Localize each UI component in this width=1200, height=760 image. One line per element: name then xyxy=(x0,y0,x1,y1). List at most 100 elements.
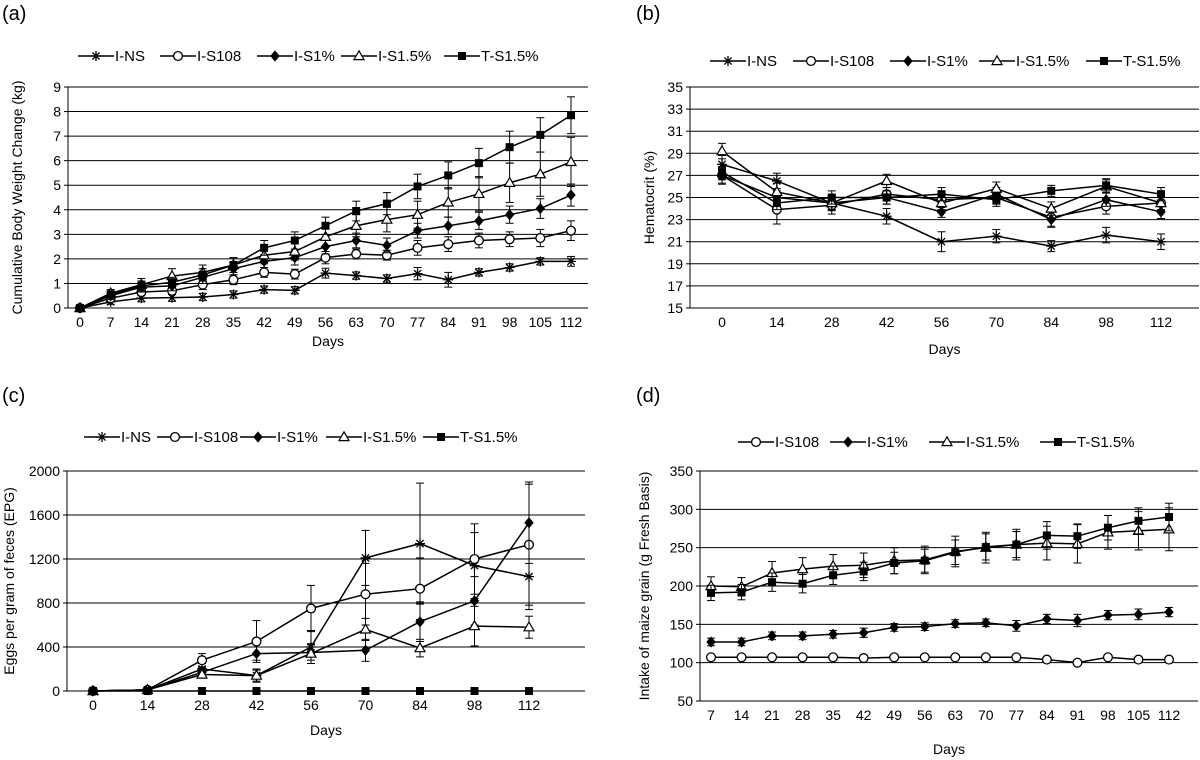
panel-b-legend-label-i-s108: I-S108 xyxy=(830,53,874,70)
panel-b-ytick-label: 17 xyxy=(667,278,683,294)
panel-a-t-s1-5-point xyxy=(382,199,391,208)
panel-a-ytick-label: 3 xyxy=(53,226,61,242)
panel-a-i-ns-point xyxy=(473,267,484,278)
panel-a-legend-marker-i-s108 xyxy=(172,50,184,62)
panel-b-xtick-label: 70 xyxy=(989,314,1005,330)
panel-c-t-s1-5-point xyxy=(252,687,261,695)
panel-b-legend-marker-i-s1-5 xyxy=(990,54,1004,66)
panel-d-legend-label-i-s108: I-S108 xyxy=(775,434,819,451)
panel-a-legend-item-i-ns: I-NS xyxy=(78,48,145,65)
panel-b-i-ns-point xyxy=(1156,236,1166,247)
panel-d-ytick-label: 250 xyxy=(670,540,694,556)
panel-b-ytick-label: 31 xyxy=(667,123,683,139)
panel-b-y-axis-title: Hematocrit (%) xyxy=(641,151,657,244)
panel-c-legend: I-NS I-S108 I-S1% I-S1.5% T-S1.5% xyxy=(84,429,518,446)
panel-b-ytick-label: 33 xyxy=(667,101,683,117)
panel-a-legend-label-t-s1-5: T-S1.5% xyxy=(481,48,539,65)
panel-d-xtick-label: 112 xyxy=(1158,707,1181,723)
panel-a-i-ns-point xyxy=(136,293,147,304)
panel-d-legend-item-i-s1: I-S1% xyxy=(830,434,908,451)
panel-c-t-s1-5-point xyxy=(470,687,479,695)
panel-b-ytick-label: 19 xyxy=(667,256,683,272)
panel-c-t-s1-5-point xyxy=(198,687,206,695)
panel-b-i-ns-point xyxy=(991,231,1002,242)
panel-a-i-s1-5-point xyxy=(350,219,363,230)
panel-a-ytick-label: 8 xyxy=(53,104,61,120)
panel-c-t-s1-5-point xyxy=(143,687,152,695)
panel-c-legend-item-i-s108: I-S108 xyxy=(157,429,238,446)
panel-c-legend-item-i-ns: I-NS xyxy=(84,429,151,446)
panel-a-i-ns-point xyxy=(320,268,331,279)
panel-c-i-s1-5-point xyxy=(413,641,427,653)
panel-b-legend-item-i-s1-5: I-S1.5% xyxy=(979,53,1069,70)
panel-c-xtick-label: 56 xyxy=(303,697,319,713)
panel-d-i-s108-point xyxy=(828,652,839,663)
panel-b-i-s1-5-point xyxy=(715,144,729,156)
panel-a-i-s1-point xyxy=(351,234,361,247)
panel-a-i-s1-5-point xyxy=(472,187,485,199)
panel-a-i-s108-point xyxy=(228,274,239,285)
panel-c-x-axis-title: Days xyxy=(310,722,342,738)
panel-d-t-s1-5-point xyxy=(890,559,899,567)
panel-d-legend-label-i-s1: I-S1% xyxy=(867,434,908,451)
panel-b-i-s1-point xyxy=(1046,213,1056,226)
panel-a-xtick-label: 77 xyxy=(410,314,426,330)
panel-c-ytick-label: 1200 xyxy=(29,551,60,567)
panel-b-i-s1-5-point xyxy=(880,174,893,186)
panel-c-series-t-s1-5 xyxy=(89,687,533,695)
panel-a-i-ns-point xyxy=(197,291,208,302)
panel-d-legend-item-i-s108: I-S108 xyxy=(738,434,819,451)
panel-b-label: (b) xyxy=(636,3,660,25)
panel-c-legend-label-i-s1: I-S1% xyxy=(277,429,318,446)
panel-a-legend-label-i-s1-5: I-S1.5% xyxy=(378,48,431,65)
panel-c-xtick-label: 0 xyxy=(89,697,97,713)
panel-d-series-i-s108 xyxy=(705,652,1175,668)
panel-c-i-s1-5-point xyxy=(304,647,318,658)
panel-b-xtick-label: 42 xyxy=(879,314,895,330)
panel-a-i-s1-point xyxy=(382,239,392,252)
panel-c-ytick-label: 2000 xyxy=(29,463,60,479)
panel-c-i-s1-point xyxy=(524,517,534,529)
panel-d-xtick-label: 35 xyxy=(825,707,841,723)
panel-c-xtick-label: 98 xyxy=(467,697,483,713)
panel-d-i-s108-point xyxy=(736,652,747,663)
panel-a-t-s1-5-point xyxy=(106,290,115,299)
panel-d-xtick-label: 70 xyxy=(978,707,994,723)
panel-d-i-s1-point xyxy=(1164,606,1174,618)
panel-c-xtick-label: 14 xyxy=(140,697,156,713)
panel-a-i-s1-point xyxy=(443,220,453,232)
panel-c-i-s1-5-point xyxy=(468,619,481,631)
panel-d-t-s1-5-point xyxy=(1103,523,1112,532)
panel-b-ytick-label: 27 xyxy=(667,167,683,183)
panel-a-i-ns-point xyxy=(167,292,178,303)
panel-a-t-s1-5-point xyxy=(474,159,483,168)
panel-b-legend-label-i-s1: I-S1% xyxy=(927,53,968,70)
panel-c-ytick-label: 1600 xyxy=(29,507,60,523)
panel-d-legend-label-t-s1-5: T-S1.5% xyxy=(1077,434,1135,451)
panel-d-ytick-label: 200 xyxy=(670,578,694,594)
panel-d-series-i-s1 xyxy=(706,606,1174,648)
panel-b-i-s1-5-point xyxy=(770,185,783,197)
panel-c-i-s1-5-point xyxy=(195,668,209,679)
panel-a-xtick-label: 56 xyxy=(318,314,334,330)
panel-d-i-s1-point xyxy=(1103,609,1113,621)
panel-c-xtick-label: 28 xyxy=(194,697,210,713)
panel-b-t-s1-5-point xyxy=(1102,181,1111,190)
panel-c-i-s1-point xyxy=(360,644,371,656)
panel-d-legend-marker-t-s1-5 xyxy=(1054,438,1062,446)
panel-b-legend-item-i-s1: I-S1% xyxy=(890,53,968,70)
panel-a-legend-item-t-s1-5: T-S1.5% xyxy=(444,48,539,65)
panel-a-i-ns-point xyxy=(535,256,546,267)
panel-d-t-s1-5-point xyxy=(829,571,838,580)
panel-d-i-s108-point xyxy=(1102,652,1113,663)
panel-c-legend-marker-t-s1-5 xyxy=(437,433,445,441)
panel-d-i-s108-point xyxy=(1011,652,1022,663)
panel-b-i-s1-point xyxy=(1101,194,1111,206)
panel-a-xtick-label: 84 xyxy=(440,314,456,330)
panel-c-i-s108-point xyxy=(360,589,371,600)
panel-c-i-s1-5-point xyxy=(250,669,263,680)
panel-b-t-s1-5-point xyxy=(992,195,1001,204)
panel-a-ytick-label: 9 xyxy=(53,79,61,95)
panel-a-label: (a) xyxy=(2,3,26,25)
